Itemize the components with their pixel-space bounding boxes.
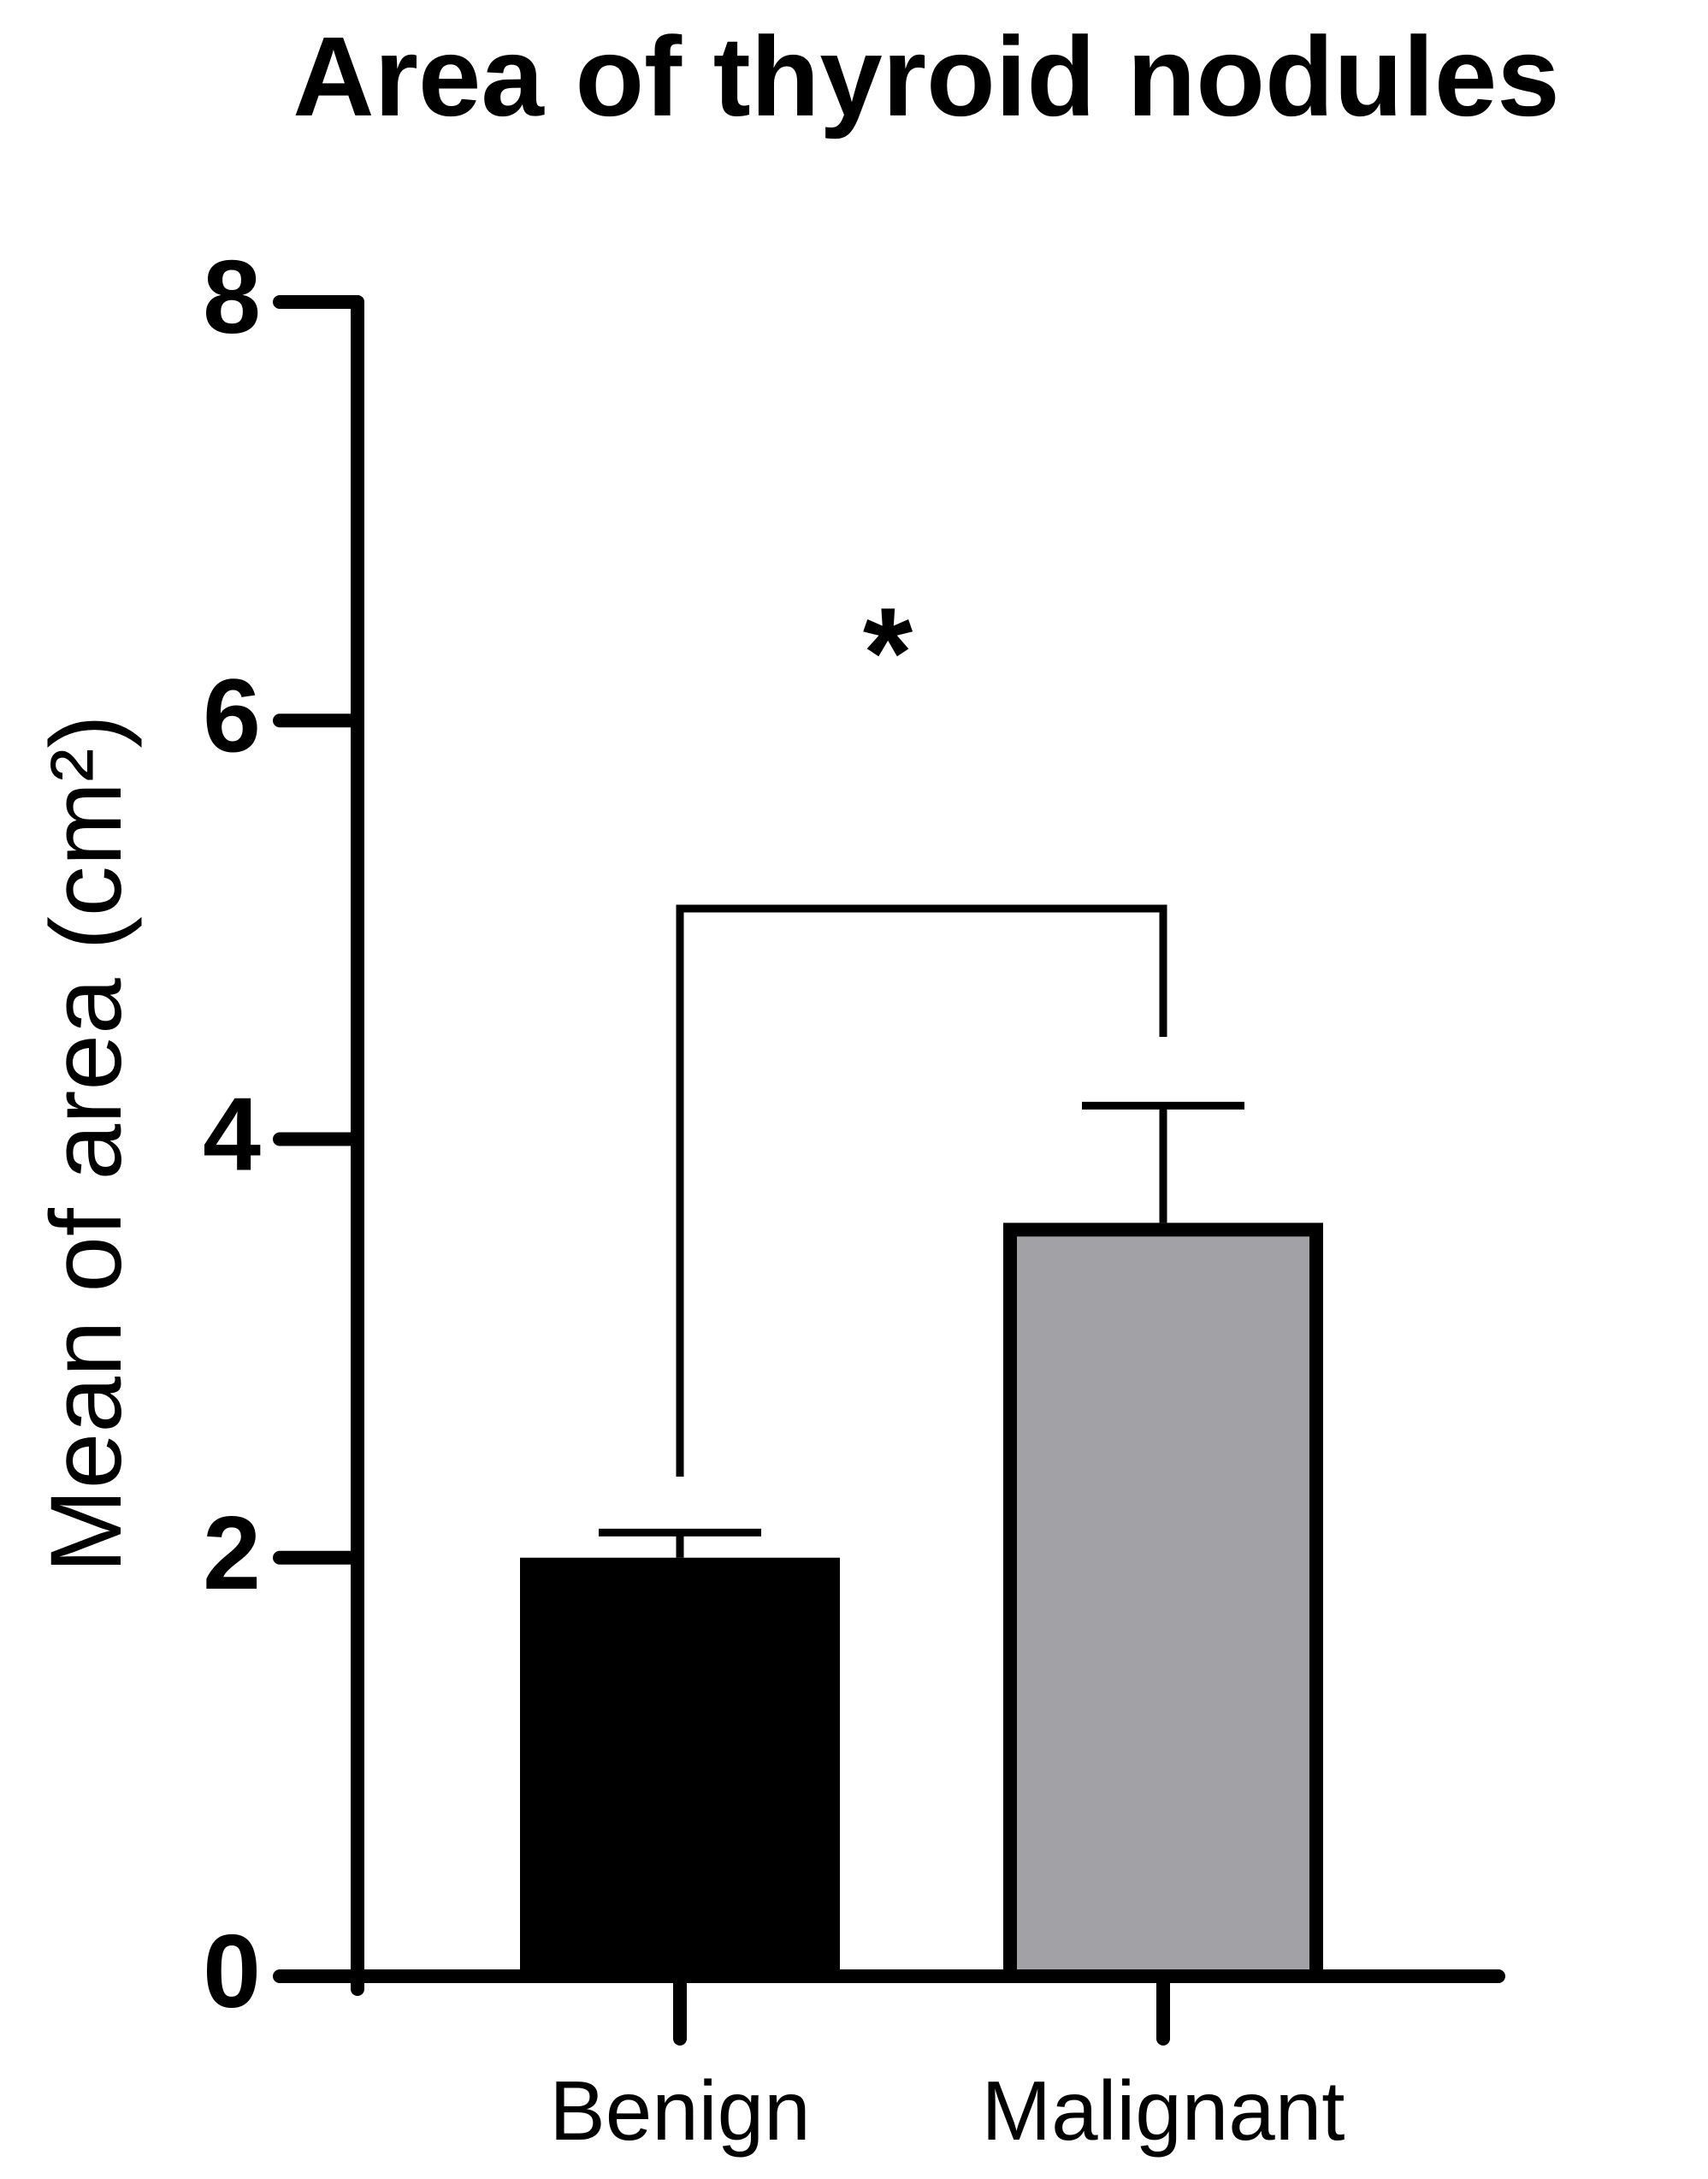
bar: [520, 1557, 840, 1976]
x-tick-label: Malignant: [982, 2064, 1345, 2158]
significance-marker: *: [863, 581, 913, 725]
y-tick-label: 6: [203, 657, 261, 773]
significance-bracket: [676, 904, 1167, 1477]
y-tick-label: 8: [203, 239, 261, 355]
x-tick-label: Benign: [549, 2064, 810, 2158]
chart-title: Area of thyroid nodules: [293, 14, 1559, 139]
y-tick-label: 0: [203, 1913, 261, 2029]
y-tick-label: 2: [203, 1495, 261, 1611]
y-axis-label: Mean of area (cm²): [30, 714, 143, 1572]
y-tick-label: 4: [203, 1076, 261, 1193]
bar: [1003, 1223, 1323, 1983]
